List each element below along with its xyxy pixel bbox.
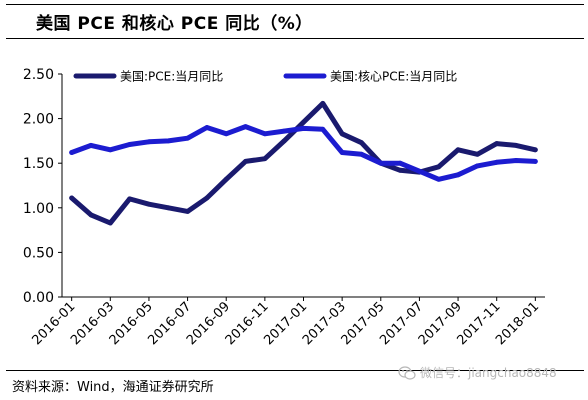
series-2-point xyxy=(455,172,461,178)
legend-label-1: 美国:PCE:当月同比 xyxy=(120,70,223,84)
series-2-point xyxy=(185,135,190,141)
series-1-point xyxy=(88,212,94,218)
series-1-point xyxy=(397,167,403,173)
series-2-point xyxy=(436,176,442,182)
source-rule xyxy=(6,370,584,371)
y-tick-label: 1.50 xyxy=(23,156,54,172)
series-1-point xyxy=(223,176,229,182)
series-1-point xyxy=(243,159,248,164)
series-2-point xyxy=(339,150,345,155)
series-1-point xyxy=(146,201,152,207)
chart-title: 美国 PCE 和核心 PCE 同比（%） xyxy=(36,14,313,34)
series-1-point xyxy=(320,101,326,106)
series-2-point xyxy=(417,168,422,174)
title-bottom-rule xyxy=(6,38,584,39)
y-tick-label: 1.00 xyxy=(23,201,54,217)
wechat-icon xyxy=(398,365,416,380)
series-1-point xyxy=(127,196,133,202)
series-2-point xyxy=(243,124,248,130)
source-note: 资料来源：Wind，海通证券研究所 xyxy=(12,380,214,395)
series-1-point xyxy=(281,138,287,144)
series-1-point xyxy=(474,151,480,157)
watermark: 微信号：jiangchao8848 xyxy=(398,364,557,381)
series-1-point xyxy=(185,208,190,214)
series-2-point xyxy=(494,159,500,165)
series-1-point xyxy=(165,205,171,211)
series-1-point xyxy=(513,142,519,148)
series-1-point xyxy=(69,195,75,201)
series-2-point xyxy=(88,142,94,148)
series-2-point xyxy=(532,159,538,164)
series-1-point xyxy=(532,147,538,153)
series-1-point xyxy=(262,156,268,162)
series-1-point xyxy=(455,147,461,153)
series-2-point xyxy=(127,142,133,147)
series-1-point xyxy=(436,164,442,170)
series-2-point xyxy=(146,139,152,145)
series-2-point xyxy=(69,150,75,155)
title-top-rule xyxy=(6,4,584,5)
series-2-point xyxy=(397,160,403,166)
series-2-point xyxy=(513,158,519,163)
series-1-point xyxy=(494,141,500,146)
series-1-point xyxy=(204,195,210,201)
watermark-text: 微信号：jiangchao8848 xyxy=(420,366,557,380)
series-2-point xyxy=(165,138,171,144)
y-tick-label: 0.00 xyxy=(23,290,54,306)
series-2-point xyxy=(262,131,268,137)
legend-label-2: 美国:核心PCE:当月同比 xyxy=(330,70,457,84)
series-2-point xyxy=(107,147,113,153)
series-2-point xyxy=(378,160,384,166)
series-2-point xyxy=(301,126,306,131)
series-2-point xyxy=(320,126,326,132)
series-2-point xyxy=(474,163,480,169)
series-1-point xyxy=(359,140,364,146)
series-1-point xyxy=(107,220,113,226)
series-2-point xyxy=(204,125,210,130)
series-2-point xyxy=(223,131,229,137)
y-tick-label: 2.50 xyxy=(23,67,54,83)
series-1-point xyxy=(301,119,306,125)
series-1-point xyxy=(339,131,345,137)
y-tick-label: 2.00 xyxy=(23,112,54,128)
x-tick-label: 2018-01 xyxy=(493,299,542,348)
chart-area: 0.000.501.001.502.002.502016-012016-0320… xyxy=(23,67,545,348)
y-tick-label: 0.50 xyxy=(23,245,54,261)
series-2-point xyxy=(281,128,287,134)
series-2-point xyxy=(359,151,364,157)
